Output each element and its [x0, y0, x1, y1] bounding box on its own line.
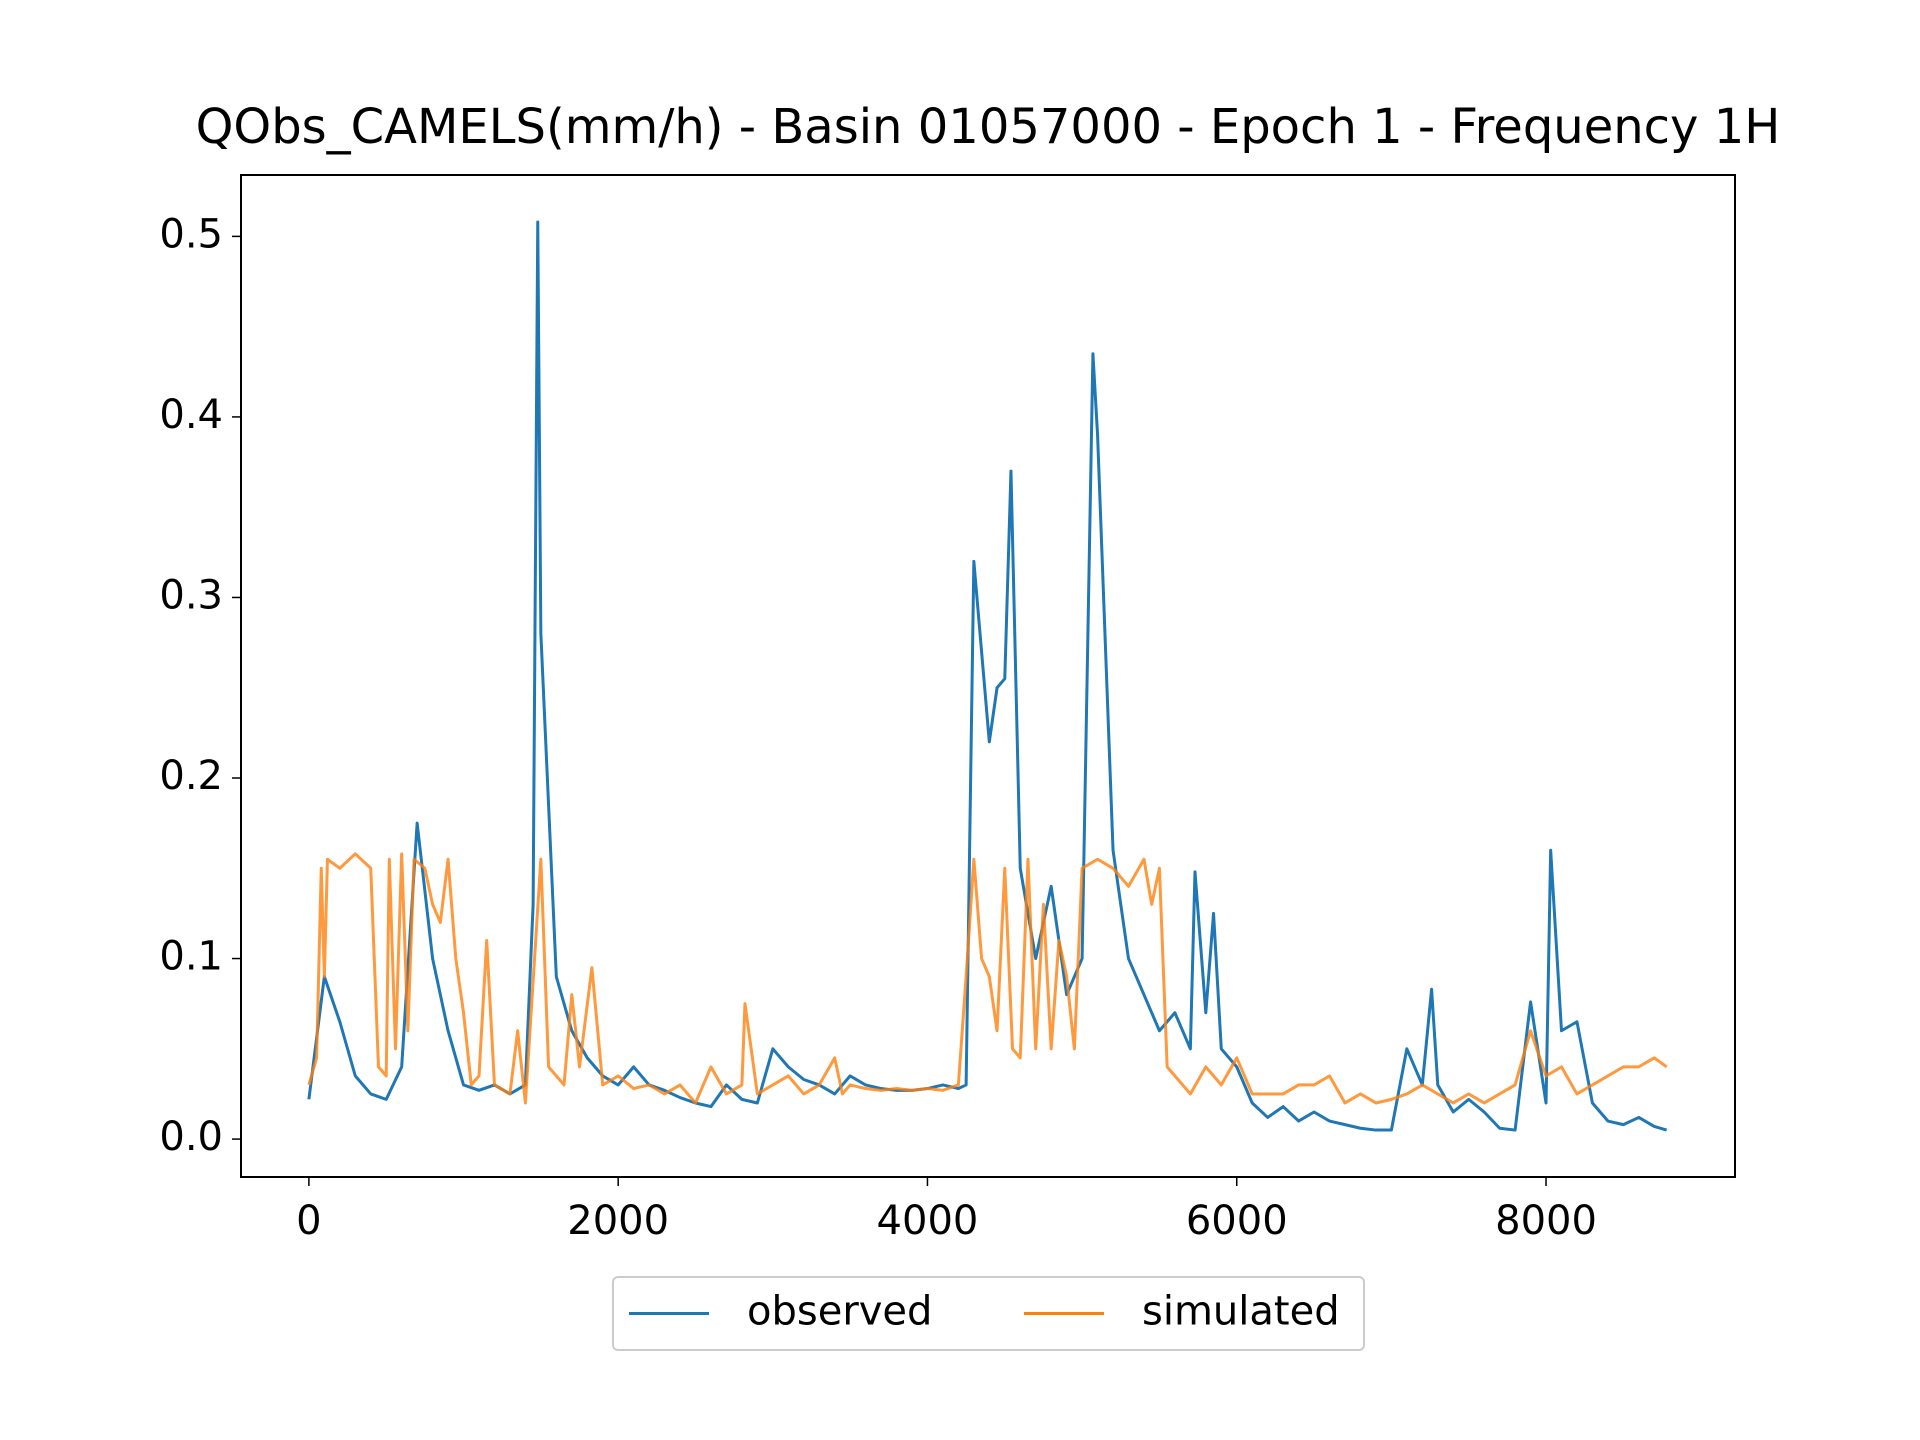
chart-title: QObs_CAMELS(mm/h) - Basin 01057000 - Epo…: [196, 99, 1781, 155]
series-line: [307, 220, 1668, 1132]
x-tick-label: 8000: [1495, 1198, 1597, 1244]
y-tick-label: 0.2: [159, 753, 223, 799]
x-tick-label: 2000: [567, 1198, 669, 1244]
x-tick-label: 0: [296, 1198, 321, 1244]
y-tick-label: 0.0: [159, 1114, 223, 1160]
legend-box: [612, 1276, 1365, 1351]
series-line: [307, 852, 1668, 1105]
legend-label: observed: [747, 1289, 932, 1335]
y-tick-label: 0.4: [159, 392, 223, 438]
y-tick-label: 0.5: [159, 211, 223, 257]
y-tick-label: 0.1: [159, 934, 223, 980]
x-tick-label: 4000: [877, 1198, 979, 1244]
legend-label: simulated: [1142, 1289, 1340, 1335]
plot-frame: [240, 174, 1736, 1178]
x-tick-label: 6000: [1186, 1198, 1288, 1244]
y-tick-label: 0.3: [159, 572, 223, 618]
